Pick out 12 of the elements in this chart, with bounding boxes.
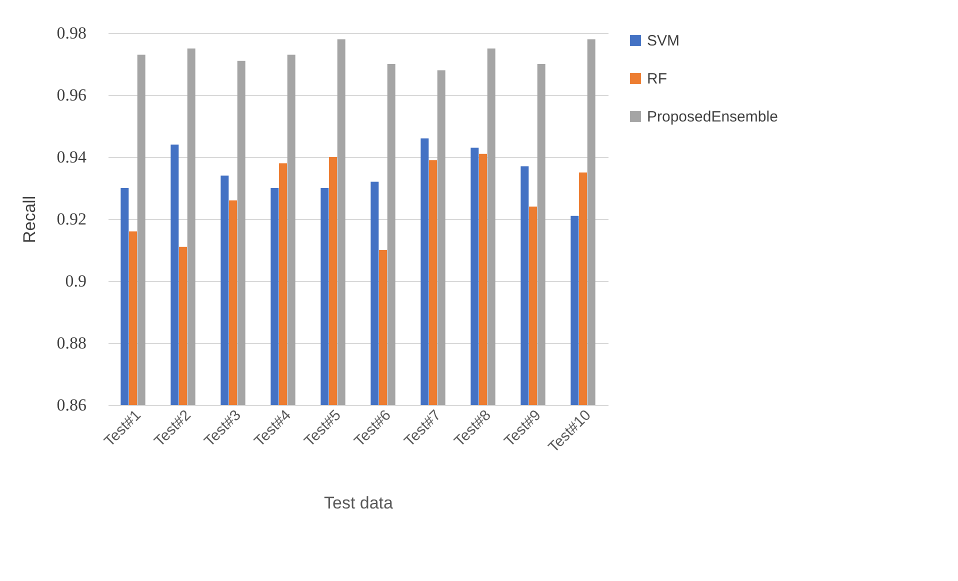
y-axis-title: Recall (20, 196, 39, 244)
y-tick-label: 0.96 (56, 86, 86, 104)
legend-label: ProposedEnsemble (647, 108, 778, 126)
y-tick-label: 0.9 (65, 272, 86, 290)
y-tick-label: 0.92 (56, 210, 86, 228)
y-tick-label: 0.94 (56, 148, 87, 166)
legend-label: RF (647, 70, 667, 88)
y-tick-label: 0.98 (56, 24, 86, 42)
y-tick-label: 0.88 (56, 334, 86, 352)
x-axis-title: Test data (324, 493, 394, 512)
y-tick-label: 0.86 (56, 396, 86, 414)
legend-label: SVM (647, 32, 680, 50)
